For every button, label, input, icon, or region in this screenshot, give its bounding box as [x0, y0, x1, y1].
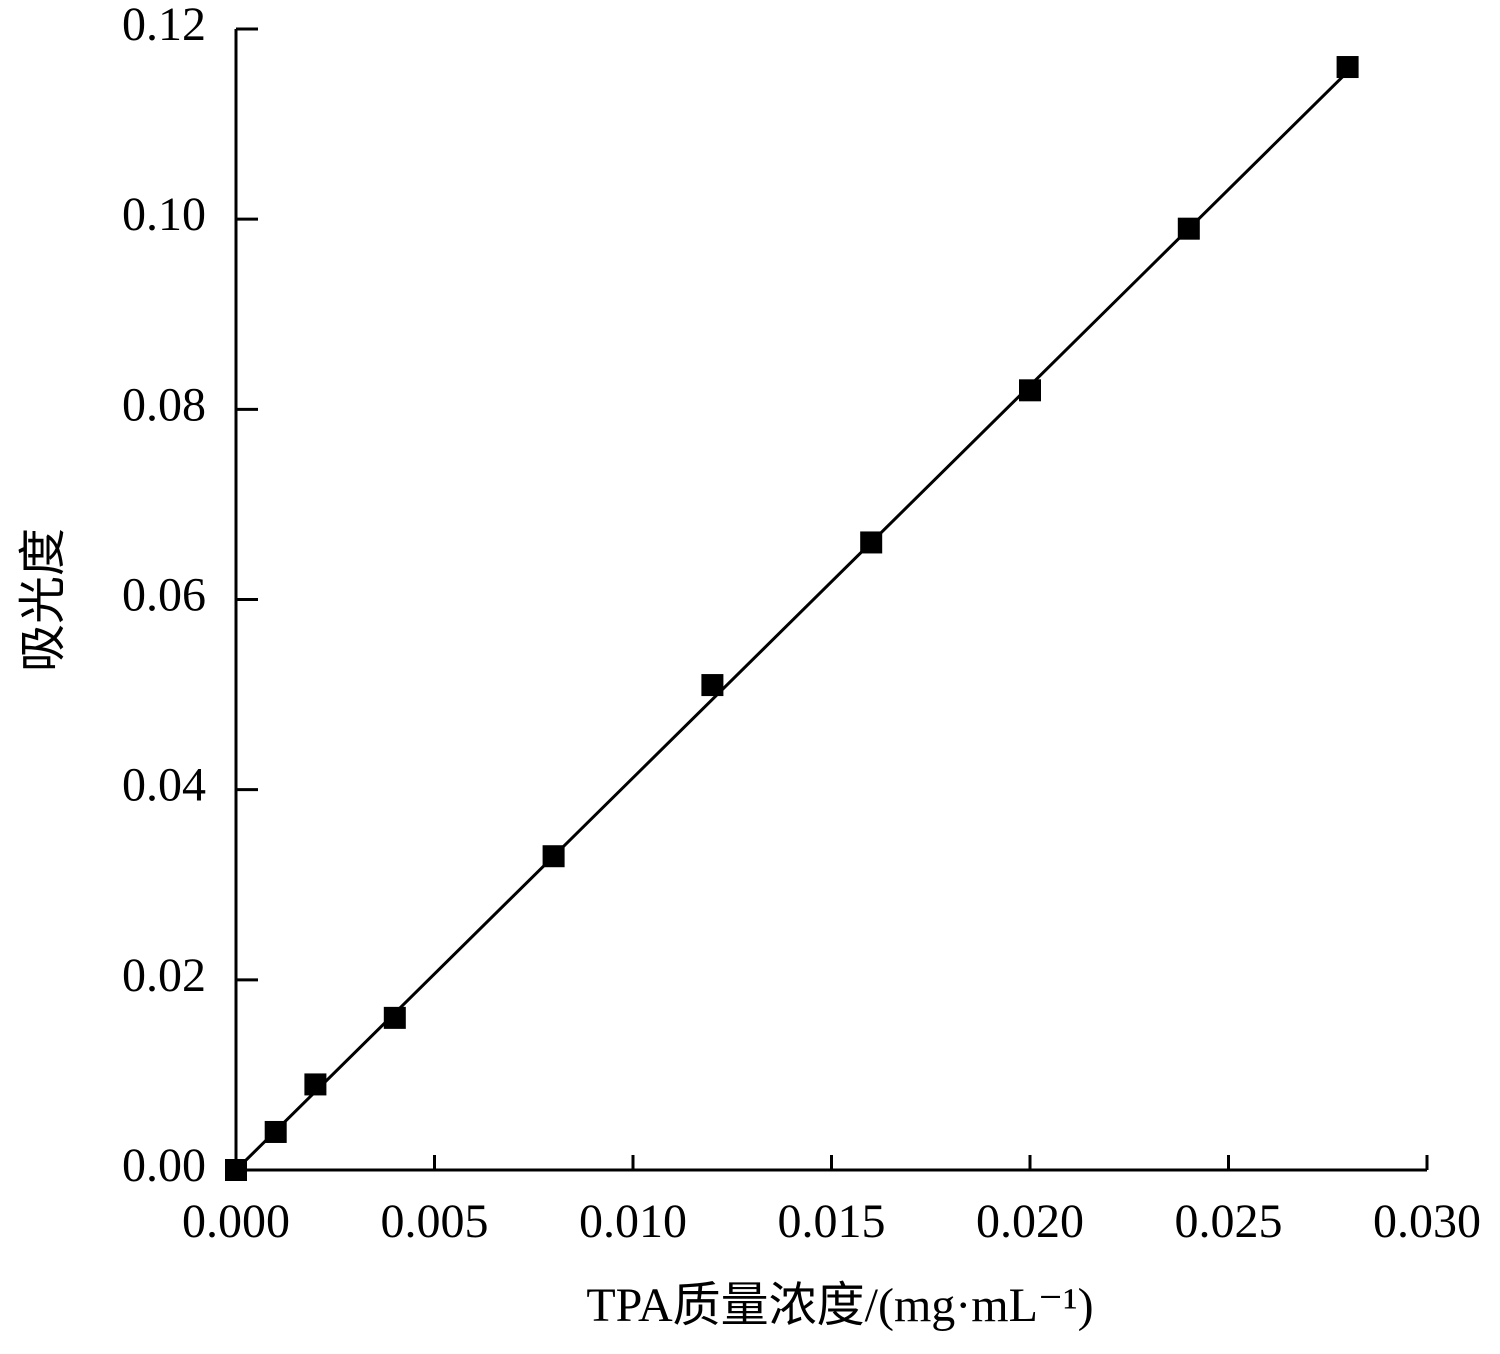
y-tick-label: 0.10 — [122, 188, 206, 241]
data-point — [1336, 56, 1359, 79]
x-tick-label: 0.025 — [1175, 1195, 1283, 1248]
data-point — [1019, 379, 1041, 402]
y-tick-label: 0.06 — [122, 569, 206, 622]
fit-line — [234, 70, 1349, 1172]
x-tick-label: 0.005 — [381, 1195, 489, 1248]
y-axis-title: 吸光度 — [17, 528, 70, 672]
y-tick-label: 0.08 — [122, 378, 206, 431]
y-tick-label: 0.02 — [122, 949, 206, 1002]
data-point — [304, 1073, 327, 1096]
x-tick-label: 0.030 — [1373, 1195, 1481, 1248]
y-tick-label: 0.00 — [122, 1139, 206, 1192]
data-point — [701, 674, 724, 697]
x-tick-label: 0.000 — [182, 1195, 290, 1248]
data-point — [383, 1006, 406, 1029]
x-tick-label: 0.010 — [579, 1195, 687, 1248]
y-tick-label: 0.04 — [122, 759, 206, 812]
x-axis-title: TPA质量浓度/(mg·mL⁻¹) — [586, 1279, 1093, 1332]
x-tick-label: 0.020 — [976, 1195, 1084, 1248]
x-tick-label: 0.015 — [778, 1195, 886, 1248]
y-tick-label: 0.12 — [122, 0, 206, 51]
